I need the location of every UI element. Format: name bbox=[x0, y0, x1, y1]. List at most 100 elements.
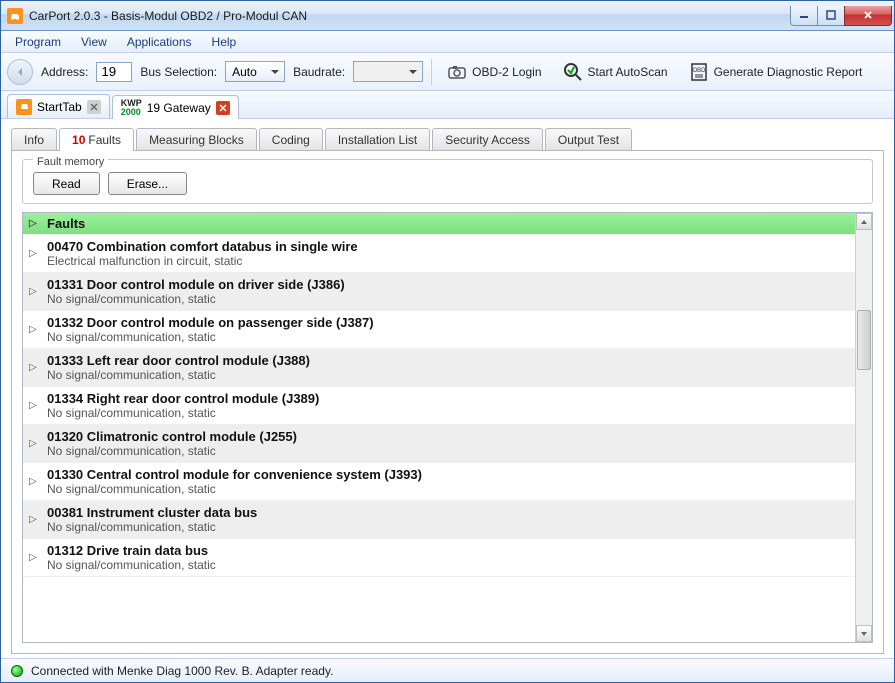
fault-header-label: Faults bbox=[47, 216, 85, 231]
menu-applications[interactable]: Applications bbox=[117, 33, 202, 51]
app-icon bbox=[7, 8, 23, 24]
titlebar: CarPort 2.0.3 - Basis-Modul OBD2 / Pro-M… bbox=[1, 1, 894, 31]
tab-start-label: StartTab bbox=[37, 100, 82, 114]
menubar: Program View Applications Help bbox=[1, 31, 894, 53]
app-tabstrip: StartTab KWP 2000 19 Gateway bbox=[1, 91, 894, 119]
inner-tabstrip: Info 10 Faults Measuring Blocks Coding I… bbox=[11, 127, 884, 151]
fault-title: 01312 Drive train data bus bbox=[47, 543, 849, 558]
faults-label: Faults bbox=[88, 133, 121, 147]
scroll-thumb[interactable] bbox=[857, 310, 871, 370]
toolbar: Address: Bus Selection: Auto Baudrate: O… bbox=[1, 53, 894, 91]
window-title: CarPort 2.0.3 - Basis-Modul OBD2 / Pro-M… bbox=[29, 9, 791, 23]
report-button[interactable]: OBD Generate Diagnostic Report bbox=[682, 59, 869, 85]
erase-button[interactable]: Erase... bbox=[108, 172, 187, 195]
close-icon[interactable] bbox=[87, 100, 101, 114]
maximize-button[interactable] bbox=[817, 6, 845, 26]
expand-icon: ▷ bbox=[29, 248, 47, 259]
tab-measuring[interactable]: Measuring Blocks bbox=[136, 128, 257, 150]
fieldset-legend: Fault memory bbox=[33, 156, 108, 168]
fault-row[interactable]: ▷01320 Climatronic control module (J255)… bbox=[23, 425, 855, 463]
tab-coding[interactable]: Coding bbox=[259, 128, 323, 150]
fault-description: No signal/communication, static bbox=[47, 444, 849, 458]
fault-description: No signal/communication, static bbox=[47, 368, 849, 382]
address-label: Address: bbox=[41, 65, 88, 79]
fault-grid: ▷ Faults ▷00470 Combination comfort data… bbox=[22, 212, 873, 643]
fault-description: No signal/communication, static bbox=[47, 292, 849, 306]
fault-memory-fieldset: Fault memory Read Erase... bbox=[22, 159, 873, 204]
fault-row[interactable]: ▷00470 Combination comfort databus in si… bbox=[23, 235, 855, 273]
fault-list: ▷ Faults ▷00470 Combination comfort data… bbox=[23, 213, 855, 642]
window-controls bbox=[791, 6, 892, 26]
fault-body: 00470 Combination comfort databus in sin… bbox=[47, 239, 849, 268]
report-label: Generate Diagnostic Report bbox=[714, 65, 863, 79]
fault-title: 00381 Instrument cluster data bus bbox=[47, 505, 849, 520]
toolbar-separator bbox=[431, 59, 432, 85]
scroll-track[interactable] bbox=[856, 230, 872, 625]
tab-start[interactable]: StartTab bbox=[7, 94, 110, 118]
fault-list-header[interactable]: ▷ Faults bbox=[23, 213, 855, 235]
fault-description: No signal/communication, static bbox=[47, 558, 849, 572]
fault-title: 00470 Combination comfort databus in sin… bbox=[47, 239, 849, 254]
tab-output[interactable]: Output Test bbox=[545, 128, 632, 150]
bus-select[interactable]: Auto bbox=[225, 61, 285, 82]
close-button[interactable] bbox=[844, 6, 892, 26]
tab-faults[interactable]: 10 Faults bbox=[59, 128, 134, 151]
nav-back-button[interactable] bbox=[7, 59, 33, 85]
fault-title: 01334 Right rear door control module (J3… bbox=[47, 391, 849, 406]
tab-security[interactable]: Security Access bbox=[432, 128, 543, 150]
fault-row[interactable]: ▷01331 Door control module on driver sid… bbox=[23, 273, 855, 311]
menu-view[interactable]: View bbox=[71, 33, 117, 51]
fault-row[interactable]: ▷01312 Drive train data busNo signal/com… bbox=[23, 539, 855, 577]
expand-icon: ▷ bbox=[29, 438, 47, 449]
expand-icon: ▷ bbox=[29, 552, 47, 563]
scroll-up-button[interactable] bbox=[856, 213, 872, 230]
autoscan-button[interactable]: Start AutoScan bbox=[556, 59, 674, 85]
report-icon: OBD bbox=[688, 61, 710, 83]
fault-body: 01334 Right rear door control module (J3… bbox=[47, 391, 849, 420]
fault-body: 01333 Left rear door control module (J38… bbox=[47, 353, 849, 382]
expand-icon: ▷ bbox=[29, 476, 47, 487]
magnifier-icon bbox=[562, 61, 584, 83]
minimize-button[interactable] bbox=[790, 6, 818, 26]
close-icon[interactable] bbox=[216, 101, 230, 115]
fault-row[interactable]: ▷00381 Instrument cluster data busNo sig… bbox=[23, 501, 855, 539]
app-window: CarPort 2.0.3 - Basis-Modul OBD2 / Pro-M… bbox=[0, 0, 895, 683]
menu-help[interactable]: Help bbox=[202, 33, 247, 51]
car-icon bbox=[16, 99, 32, 115]
faults-panel: Fault memory Read Erase... ▷ Faults ▷004… bbox=[11, 151, 884, 654]
expand-icon: ▷ bbox=[29, 286, 47, 297]
address-input[interactable] bbox=[96, 62, 132, 82]
obd-login-button[interactable]: OBD-2 Login bbox=[440, 59, 547, 85]
fault-body: 01312 Drive train data busNo signal/comm… bbox=[47, 543, 849, 572]
tab-install[interactable]: Installation List bbox=[325, 128, 430, 150]
fault-title: 01331 Door control module on driver side… bbox=[47, 277, 849, 292]
scroll-down-button[interactable] bbox=[856, 625, 872, 642]
fault-row[interactable]: ▷01334 Right rear door control module (J… bbox=[23, 387, 855, 425]
content-area: Info 10 Faults Measuring Blocks Coding I… bbox=[1, 119, 894, 658]
tab-gateway-label: 19 Gateway bbox=[147, 101, 211, 115]
expand-icon: ▷ bbox=[29, 324, 47, 335]
obd-login-label: OBD-2 Login bbox=[472, 65, 541, 79]
tab-info[interactable]: Info bbox=[11, 128, 57, 150]
camera-icon bbox=[446, 61, 468, 83]
baud-select[interactable] bbox=[353, 61, 423, 82]
vertical-scrollbar[interactable] bbox=[855, 213, 872, 642]
statusbar: Connected with Menke Diag 1000 Rev. B. A… bbox=[1, 658, 894, 682]
read-button[interactable]: Read bbox=[33, 172, 100, 195]
autoscan-label: Start AutoScan bbox=[588, 65, 668, 79]
expand-icon: ▷ bbox=[29, 400, 47, 411]
faults-count: 10 bbox=[72, 133, 85, 147]
fault-description: No signal/communication, static bbox=[47, 330, 849, 344]
fault-row[interactable]: ▷01332 Door control module on passenger … bbox=[23, 311, 855, 349]
fault-row[interactable]: ▷01330 Central control module for conven… bbox=[23, 463, 855, 501]
fault-body: 01332 Door control module on passenger s… bbox=[47, 315, 849, 344]
fault-body: 00381 Instrument cluster data busNo sign… bbox=[47, 505, 849, 534]
menu-program[interactable]: Program bbox=[5, 33, 71, 51]
fault-row[interactable]: ▷01333 Left rear door control module (J3… bbox=[23, 349, 855, 387]
fault-title: 01333 Left rear door control module (J38… bbox=[47, 353, 849, 368]
fault-title: 01320 Climatronic control module (J255) bbox=[47, 429, 849, 444]
expand-icon: ▷ bbox=[29, 362, 47, 373]
tab-gateway[interactable]: KWP 2000 19 Gateway bbox=[112, 95, 239, 119]
fault-body: 01320 Climatronic control module (J255)N… bbox=[47, 429, 849, 458]
svg-text:OBD: OBD bbox=[692, 68, 706, 74]
